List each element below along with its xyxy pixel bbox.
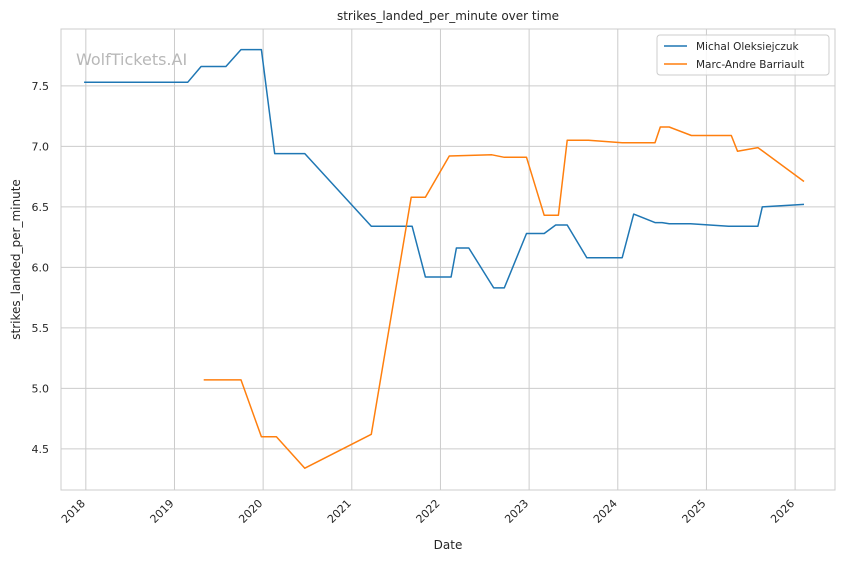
x-axis-title: Date	[434, 538, 463, 552]
y-tick-label: 7.0	[32, 140, 50, 153]
series-line-1	[84, 48, 805, 289]
y-tick-label: 5.5	[32, 322, 50, 335]
chart-title: strikes_landed_per_minute over time	[337, 9, 559, 23]
series-line-2	[203, 126, 805, 469]
watermark: WolfTickets.AI	[76, 50, 187, 69]
legend-label-1: Michal Oleksiejczuk	[696, 41, 800, 53]
y-tick-label: 7.5	[32, 80, 50, 93]
legend-box	[656, 34, 830, 76]
y-axis-title: strikes_landed_per_minute	[9, 179, 23, 340]
y-tick-label: 6.0	[32, 261, 50, 274]
y-tick-label: 6.5	[32, 201, 50, 214]
grid-lines	[61, 29, 835, 490]
legend-label-2: Marc-Andre Barriault	[696, 59, 804, 71]
legend: Michal Oleksiejczuk Marc-Andre Barriault	[656, 34, 830, 76]
y-tick-label: 4.5	[32, 443, 50, 456]
series-lines	[84, 48, 805, 469]
y-tick-label: 5.0	[32, 382, 50, 395]
plot-frame	[60, 28, 836, 491]
y-tick-labels: 4.5 5.0 5.5 6.0 6.5 7.0 7.5	[32, 80, 50, 456]
